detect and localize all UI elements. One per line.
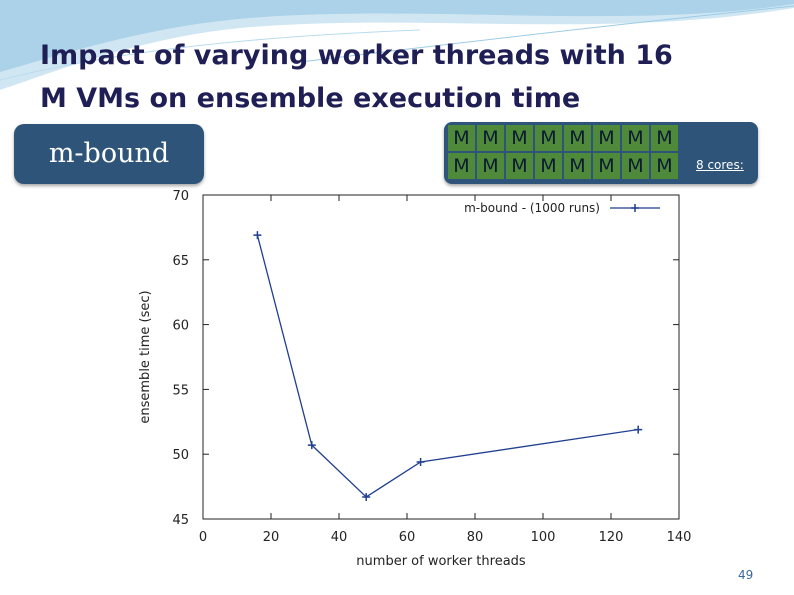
vm-cell: M: [622, 125, 649, 151]
x-tick-label: 120: [599, 530, 624, 545]
x-tick-label: 0: [199, 530, 207, 545]
header-wave-decoration: [0, 0, 794, 90]
title-line-1: Impact of varying worker threads with 16: [40, 40, 673, 71]
x-tick-label: 80: [467, 530, 484, 545]
x-tick-label: 40: [331, 530, 348, 545]
vm-cell: M: [564, 125, 591, 151]
title-line-2: VMs on ensemble execution time: [66, 83, 581, 114]
x-tick-label: 20: [263, 530, 280, 545]
data-point: [307, 441, 316, 450]
x-tick-label: 60: [399, 530, 416, 545]
vm-cell: M: [535, 153, 562, 179]
legend-marker: [631, 204, 639, 212]
chart-ticks: 0 20 40 60 80 100 120 140 45 50 55 60 65 70: [172, 189, 691, 545]
page-number: 49: [738, 568, 754, 582]
vm-cell: M: [477, 153, 504, 179]
series-line: [256, 235, 639, 498]
vm-cell: M: [593, 125, 620, 151]
vm-cell: M: [564, 153, 591, 179]
y-tick-label: 45: [172, 513, 189, 528]
plot-frame: [202, 194, 680, 520]
x-axis-label: number of worker threads: [356, 554, 526, 569]
y-tick-label: 55: [172, 383, 189, 398]
data-point: [362, 492, 371, 501]
vm-cell: M: [651, 125, 678, 151]
data-point: [416, 457, 425, 466]
chart-series: [253, 231, 643, 501]
vm-cell: M: [506, 125, 533, 151]
vm-cell: M: [535, 125, 562, 151]
vm-cell: M: [622, 153, 649, 179]
ensemble-time-chart: 0 20 40 60 80 100 120 140 45 50 55 60 65 70 m-bound -…: [138, 189, 691, 569]
chart-axes: [202, 194, 680, 520]
x-tick-label: 100: [531, 530, 556, 545]
y-axis-label: ensemble time (sec): [138, 290, 153, 423]
title-m-glyph: M: [40, 83, 67, 114]
vm-cell: M: [448, 153, 475, 179]
slide-title: Impact of varying worker threads with 16…: [40, 34, 760, 120]
vm-cell: M: [506, 153, 533, 179]
y-tick-label: 65: [172, 254, 189, 269]
m-bound-badge: m-bound: [14, 124, 204, 184]
x-tick-label: 140: [667, 530, 692, 545]
vm-cell: M: [448, 125, 475, 151]
vm-cell: M: [477, 125, 504, 151]
y-tick-label: 70: [172, 189, 189, 204]
legend-label: m-bound - (1000 runs): [464, 201, 600, 215]
vm-cell: M: [593, 153, 620, 179]
cores-label: 8 cores:: [696, 158, 744, 172]
vm-cell: M: [651, 153, 678, 179]
y-tick-label: 50: [172, 448, 189, 463]
y-tick-label: 60: [172, 319, 189, 334]
data-point: [634, 425, 643, 434]
data-point: [253, 231, 262, 240]
chart-legend: m-bound - (1000 runs): [464, 201, 660, 215]
